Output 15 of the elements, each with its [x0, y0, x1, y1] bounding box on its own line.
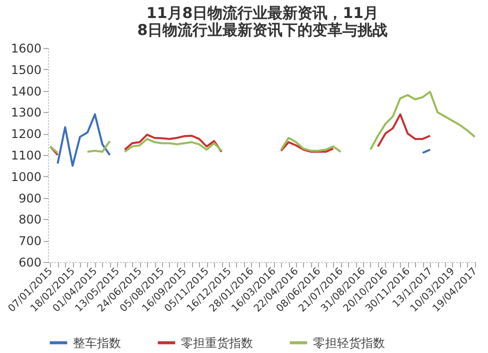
- y-tick-label: 1300: [10, 106, 42, 120]
- y-tick-label: 600: [18, 256, 42, 270]
- y-tick-label: 700: [18, 234, 42, 248]
- legend-label: 零担重货指数: [181, 336, 253, 350]
- y-tick-label: 1000: [10, 170, 42, 184]
- y-tick-label: 1600: [10, 42, 42, 56]
- y-tick-label: 1400: [10, 84, 42, 98]
- y-tick-label: 800: [18, 212, 42, 227]
- y-tick-label: 1200: [10, 127, 42, 142]
- legend-label: 零担轻货指数: [313, 336, 385, 350]
- legend-label: 整车指数: [73, 336, 121, 350]
- y-tick-label: 1500: [10, 62, 42, 77]
- y-tick-label: 900: [18, 191, 42, 206]
- chart-title: 11月8日物流行业最新资讯，11月8日物流行业最新资讯下的变革与挑战: [137, 4, 388, 39]
- y-tick-label: 1100: [10, 148, 42, 162]
